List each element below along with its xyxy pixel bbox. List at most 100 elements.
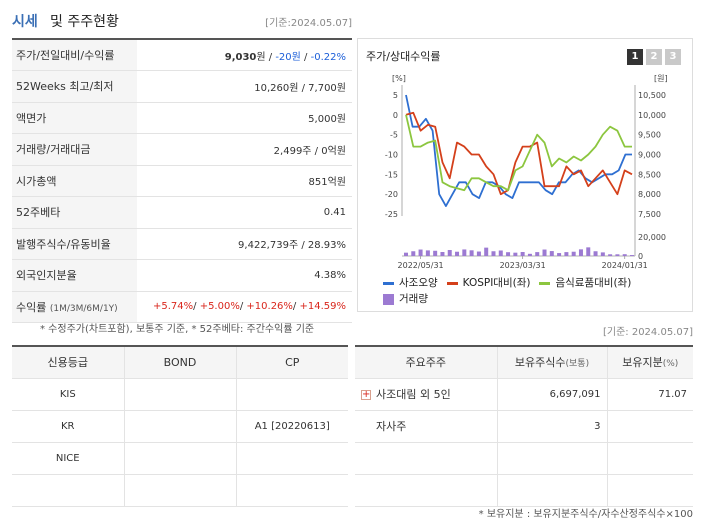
holder-pct: 71.07	[606, 378, 693, 410]
table-row	[355, 442, 693, 474]
holder-name: 사조대림 외 5인	[376, 388, 451, 401]
y-volume-tick-label: 0	[638, 252, 643, 261]
row-label: 시가총액	[12, 165, 137, 197]
row-value: 0.41	[323, 206, 346, 218]
table-cell	[12, 474, 124, 506]
chart-tab-2[interactable]: 2	[646, 49, 662, 65]
volume-bar	[491, 251, 496, 256]
chart-tab-1[interactable]: 1	[627, 49, 643, 65]
price-unit: 원	[256, 51, 266, 63]
table-cell: NICE	[55, 452, 80, 464]
legend-swatch	[383, 293, 394, 305]
volume-bar	[571, 251, 576, 256]
legend-item: KOSPI대비(좌)	[446, 275, 530, 291]
volume-bar	[542, 249, 547, 256]
y-left-tick-label: 5	[393, 91, 398, 100]
chart-tab-3[interactable]: 3	[665, 49, 681, 65]
volume-bar	[506, 252, 511, 256]
row-label: 52주베타	[12, 196, 137, 228]
expand-plus-icon[interactable]: +	[361, 389, 371, 400]
separator: /	[239, 301, 247, 313]
volume-bar	[527, 253, 532, 256]
returns-label: 수익률	[16, 300, 47, 314]
volume-bar	[484, 247, 489, 256]
table-row: 수익률 (1M/3M/6M/1Y) +5.74%/ +5.00%/ +10.26…	[12, 291, 352, 323]
y-right-tick-label: 8,000	[638, 190, 661, 199]
quote-footnote: * 수정주가(차트포함), 보통주 기준, * 52주베타: 주간수익률 기준	[40, 324, 315, 335]
volume-bar	[535, 252, 540, 256]
y-right-tick-label: 10,500	[638, 91, 666, 100]
legend-label: 거래량	[399, 293, 428, 305]
table-row: NICE	[12, 442, 348, 474]
y-volume-tick-label: 20,000	[638, 233, 666, 242]
price-change: -20원	[275, 51, 301, 63]
section-title-main: 시세	[12, 14, 38, 30]
basis-date-2: [기준: 2024.05.07]	[602, 327, 693, 338]
row-label: 수익률 (1M/3M/6M/1Y)	[12, 291, 137, 323]
volume-bar	[455, 251, 460, 256]
legend-swatch	[383, 281, 394, 285]
y-right-tick-label: 7,500	[638, 210, 661, 219]
y-right-tick-label: 9,000	[638, 151, 661, 160]
column-header-unit: (보통)	[565, 359, 590, 370]
volume-bar	[440, 252, 445, 256]
holder-shares: 3	[496, 410, 607, 442]
column-header: 주요주주	[405, 356, 446, 370]
chart-legend: 사조오양 KOSPI대비(좌) 음식료품대비(좌) 거래량	[383, 275, 693, 307]
y-left-tick-label: -15	[385, 170, 398, 179]
holders-footnote: * 보유지분 : 보유지분주식수/자수산정주식수×100	[478, 509, 693, 520]
table-row: 자사주 3	[355, 410, 693, 442]
x-tick-label: 2024/01/31	[602, 261, 648, 270]
major-shareholders-table: 주요주주 보유주식수(보통) 보유지분(%) + 사조대림 외 5인 6,697,…	[355, 345, 693, 507]
y-right-tick-label: 9,500	[638, 131, 661, 140]
table-row	[355, 474, 693, 506]
legend-item: 사조오양	[383, 275, 438, 291]
holder-shares	[496, 442, 607, 474]
volume-bar	[593, 251, 598, 256]
volume-bar	[600, 252, 605, 256]
volume-bar	[404, 252, 408, 256]
row-value: 5,000원	[308, 114, 346, 126]
row-label: 외국인지분율	[12, 259, 137, 291]
table-cell	[235, 442, 348, 474]
return-1y: +14.59%	[299, 301, 346, 313]
column-header: 신용등급	[47, 356, 88, 370]
volume-bar	[476, 251, 481, 256]
table-cell	[123, 410, 236, 442]
volume-bar	[622, 254, 627, 256]
y-left-tick-label: -25	[385, 210, 398, 219]
column-header: BOND	[123, 346, 236, 378]
volume-bar	[418, 249, 423, 256]
price-chart: [%] [원] 5 0 -5 -10 -15 -20 -25 10,500 10,000 9,500 9…	[385, 74, 668, 270]
current-price: 9,030	[224, 51, 257, 63]
volume-bar	[447, 250, 452, 256]
volume-bar	[520, 252, 525, 256]
row-label: 발행주식수/유동비율	[12, 228, 137, 260]
row-value: 851억원	[308, 177, 347, 189]
volume-bar	[469, 250, 474, 256]
holder-pct	[606, 442, 693, 474]
volume-bar	[557, 253, 562, 256]
table-header-row: 신용등급 BOND CP	[12, 346, 348, 378]
volume-bar	[411, 251, 416, 256]
table-row: 52주베타 0.41	[12, 196, 352, 228]
basis-date: [기준:2024.05.07]	[265, 18, 352, 29]
volume-bar	[630, 255, 634, 256]
volume-bar	[608, 254, 613, 256]
y-left-tick-label: -10	[385, 151, 398, 160]
price-value: 9,030원 / -20원 / -0.22%	[137, 39, 352, 71]
holder-name-cell: + 사조대림 외 5인	[355, 378, 497, 410]
volume-bar	[586, 247, 591, 256]
row-value: 2,499주 / 0억원	[273, 145, 346, 157]
volume-bar	[615, 254, 620, 256]
volume-bar	[578, 249, 583, 256]
column-header: 보유지분(%)	[606, 346, 693, 378]
quote-table: 주가/전일대비/수익률 9,030원 / -20원 / -0.22% 52Wee…	[12, 38, 352, 323]
holder-name	[355, 474, 497, 506]
row-label: 거래량/거래대금	[12, 133, 137, 165]
x-tick-label: 2023/03/31	[500, 261, 546, 270]
legend-swatch	[446, 281, 458, 285]
table-header-row: 주요주주 보유주식수(보통) 보유지분(%)	[355, 346, 693, 378]
column-header-unit: (%)	[662, 359, 679, 370]
